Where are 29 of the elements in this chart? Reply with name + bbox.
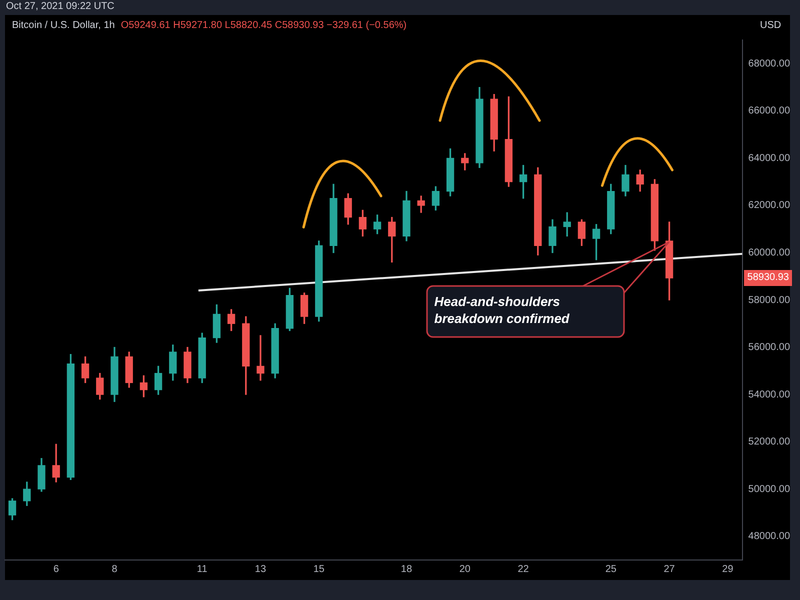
y-axis-title: USD [760, 20, 782, 31]
y-tick-label: 56000.00 [748, 342, 790, 354]
annotation: Head-and-shoulders breakdown confirmed [433, 292, 570, 328]
y-tick-label: 58000.00 [748, 294, 790, 306]
x-tick-label: 6 [53, 564, 60, 575]
x-tick-label: 18 [400, 564, 412, 575]
x-tick-label: 8 [112, 564, 118, 575]
chart-subtitle: Oct 27, 2021 09:22 UTC [6, 1, 114, 12]
x-tick-label: 11 [196, 564, 208, 575]
x-tick-label: 20 [459, 564, 471, 575]
x-tick-label: 27 [664, 564, 676, 575]
candlestick [256, 335, 264, 381]
y-tick-label: 60000.00 [748, 247, 790, 258]
y-tick-label: 68000.00 [748, 58, 790, 70]
chart-title: Bitcoin / U.S. Dollar, 1h [12, 20, 115, 31]
y-tick-label: 52000.00 [748, 436, 790, 448]
y-tick-label: 62000.00 [748, 200, 790, 212]
x-tick-label: 13 [254, 564, 266, 575]
y-tick-label: 48000.00 [748, 531, 790, 542]
y-tick-label: 54000.00 [748, 389, 790, 400]
x-tick-label: 22 [518, 564, 530, 575]
y-tick-label: 64000.00 [748, 152, 790, 164]
x-tick-label: 29 [722, 564, 734, 575]
x-tick-label: 25 [605, 564, 617, 575]
x-tick-label: 15 [313, 564, 325, 575]
y-tick-label: 66000.00 [748, 106, 790, 117]
y-tick-label: 50000.00 [748, 484, 790, 495]
text: 58930.93 [744, 270, 792, 286]
text: O59249.61 H59271.80 L58820.45 C58930.93 −329.61 (−0.56%) [120, 20, 407, 31]
